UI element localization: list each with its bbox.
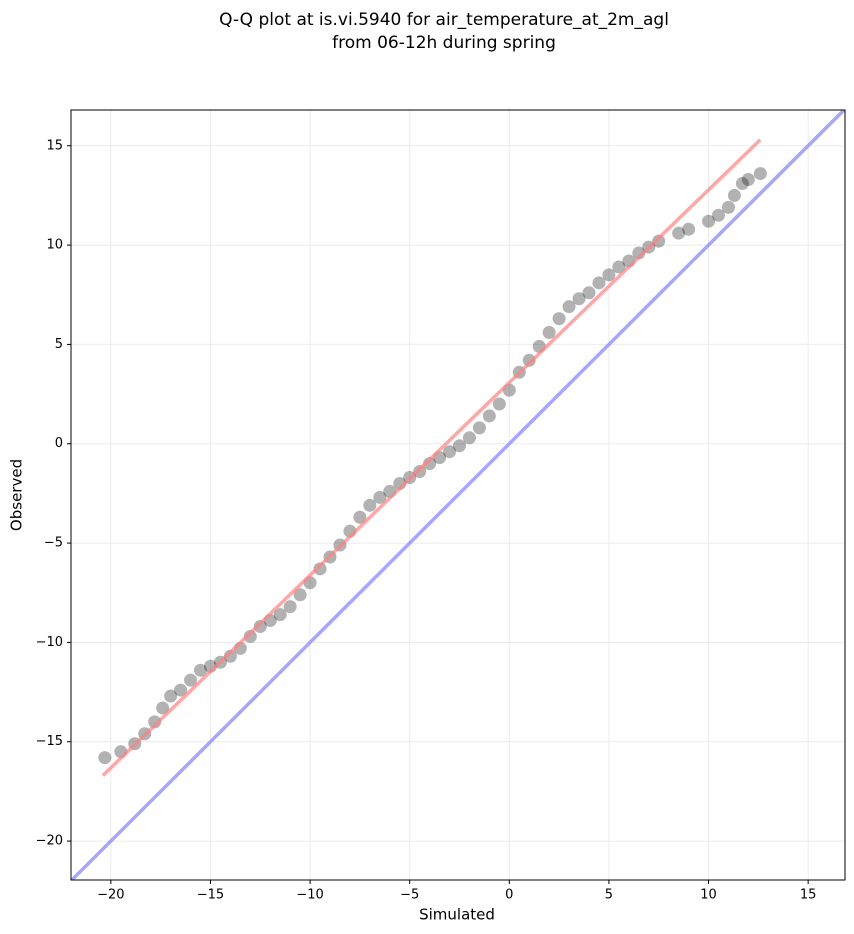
point: [552, 312, 566, 326]
point: [592, 276, 606, 290]
point: [193, 663, 207, 677]
point: [727, 188, 741, 202]
point: [98, 751, 112, 765]
x-tick-label: −20: [97, 888, 124, 903]
point: [283, 600, 297, 614]
x-tick-label: 10: [700, 888, 717, 903]
point: [273, 608, 287, 622]
point: [721, 200, 735, 214]
point: [482, 409, 496, 423]
x-tick-label: −5: [400, 888, 419, 903]
y-tick-label: −15: [36, 734, 63, 749]
point: [522, 353, 536, 367]
x-tick-label: 5: [605, 888, 613, 903]
point: [682, 222, 696, 236]
point: [363, 498, 377, 512]
plot-frame: [70, 109, 846, 881]
y-axis-label: Observed: [8, 459, 26, 531]
x-tick-label: 0: [505, 888, 513, 903]
point: [572, 292, 586, 306]
x-tick-label: 15: [800, 888, 817, 903]
reference-line: [71, 110, 845, 880]
point: [492, 397, 506, 411]
plot-area: [71, 110, 845, 880]
point: [353, 510, 367, 524]
point: [711, 208, 725, 222]
point: [672, 226, 686, 240]
point: [443, 445, 457, 459]
point: [702, 214, 716, 228]
y-tick-label: −20: [36, 834, 63, 849]
point: [293, 588, 307, 602]
point: [148, 715, 162, 729]
point: [373, 490, 387, 504]
point: [184, 673, 198, 687]
y-tick-label: −5: [44, 536, 63, 551]
point: [542, 325, 556, 339]
y-tick-label: −10: [36, 635, 63, 650]
y-tick-label: 0: [55, 436, 63, 451]
point: [741, 173, 755, 187]
point: [174, 683, 188, 697]
x-axis-label: Simulated: [419, 906, 495, 924]
chart-title: from 06-12h during spring: [332, 33, 556, 53]
y-tick-label: 15: [46, 138, 63, 153]
point: [753, 167, 767, 181]
reference-line: [101, 138, 762, 777]
grid: [71, 110, 845, 880]
point: [243, 629, 257, 643]
x-tick-label: −15: [197, 888, 224, 903]
point: [602, 268, 616, 282]
point: [472, 421, 486, 435]
point: [612, 260, 626, 274]
point: [452, 439, 466, 453]
y-tick-label: 10: [46, 238, 63, 253]
x-tick-label: −10: [296, 888, 323, 903]
point: [652, 234, 666, 248]
point: [253, 620, 267, 634]
point: [562, 300, 576, 314]
y-tick-label: 5: [55, 337, 63, 352]
point: [164, 689, 178, 703]
point: [462, 431, 476, 445]
point: [582, 286, 596, 300]
point: [156, 701, 170, 715]
point: [313, 562, 327, 576]
axes: −20 −15 −10 −5 0 5 10 15 −20 −15 −10 −5 0 5 10 15: [36, 138, 817, 902]
point: [735, 177, 749, 191]
chart-title: Q-Q plot at is.vi.5940 for air_temperatu…: [219, 10, 669, 30]
